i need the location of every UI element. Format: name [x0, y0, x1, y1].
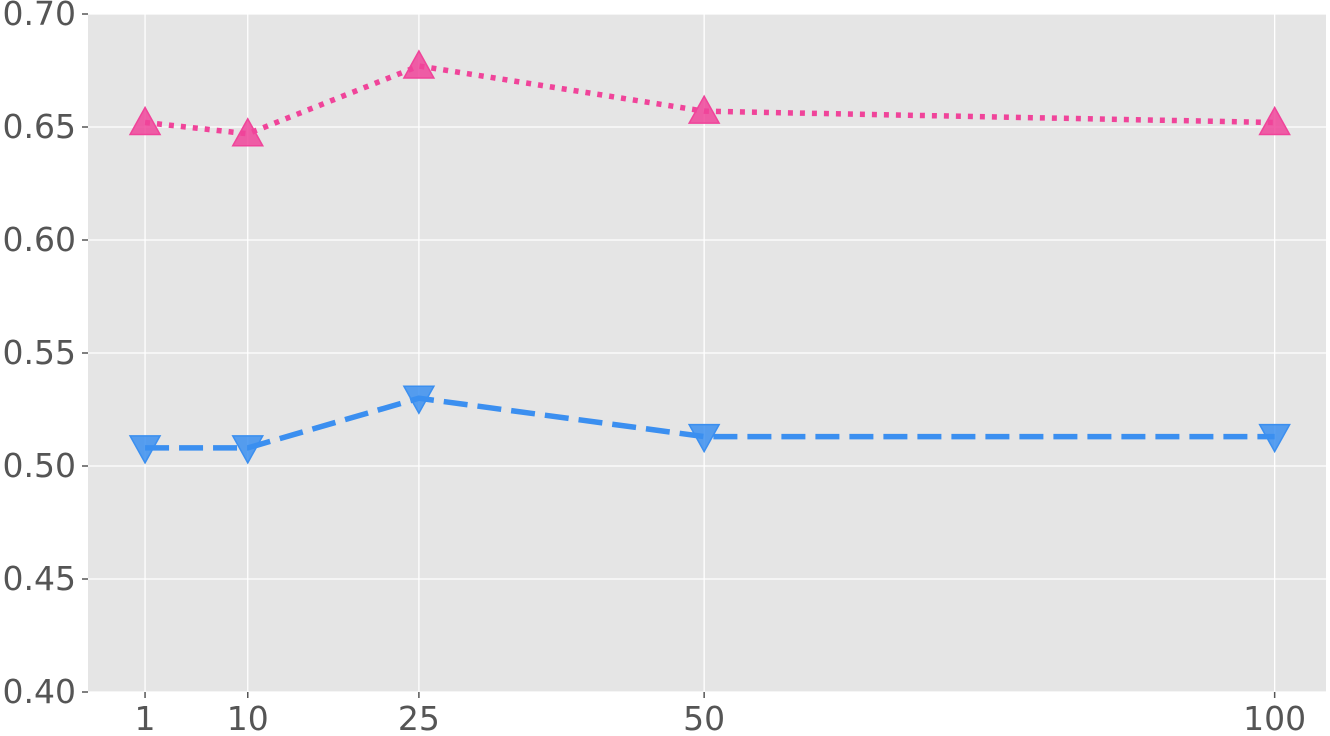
x-tick-label: 1 [135, 699, 156, 736]
series [128, 49, 1291, 465]
y-tick-label: 0.40 [3, 672, 76, 711]
x-tick-label: 25 [398, 699, 440, 736]
y-tick-label: 0.55 [3, 333, 76, 372]
x-tick-label: 100 [1243, 699, 1306, 736]
data-point-marker [231, 117, 265, 147]
y-tick-label: 0.70 [3, 0, 76, 33]
y-tick-label: 0.45 [3, 559, 76, 598]
data-point-marker [1258, 423, 1291, 454]
series-2 [128, 385, 1291, 465]
x-tick-label: 10 [227, 699, 269, 736]
series-1 [128, 49, 1291, 147]
axes: 0.40 0.45 0.50 0.55 0.60 0.65 0.70 1 10 25 50 100 [3, 0, 1307, 736]
data-point-marker [402, 385, 436, 415]
y-tick-label: 0.60 [3, 220, 76, 259]
data-point-marker [128, 105, 162, 136]
data-point-marker [402, 49, 436, 79]
y-tick-label: 0.65 [3, 107, 76, 146]
x-tick-label: 50 [683, 699, 725, 736]
data-point-marker [231, 435, 265, 465]
data-point-marker [1258, 105, 1291, 136]
data-point-marker [687, 94, 721, 124]
data-point-marker [687, 423, 721, 454]
data-point-marker [128, 435, 162, 465]
y-tick-label: 0.50 [3, 446, 76, 485]
